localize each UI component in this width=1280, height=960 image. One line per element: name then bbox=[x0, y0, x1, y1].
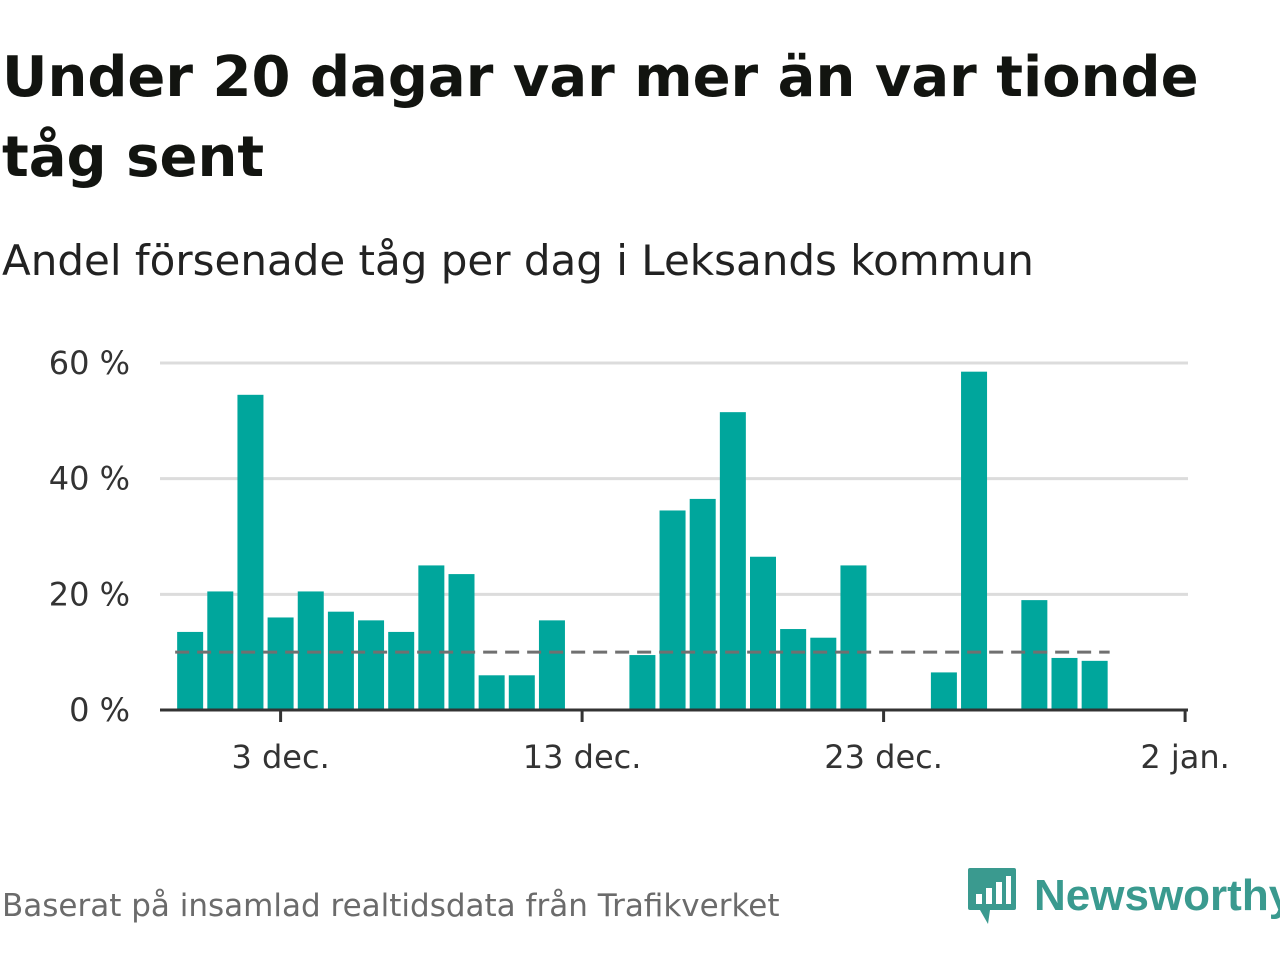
x-axis: 3 dec. 13 dec. 23 dec. 2 jan. bbox=[160, 708, 1230, 776]
bar bbox=[418, 565, 445, 710]
brand-logo: Newsworthy bbox=[966, 866, 1280, 926]
bar bbox=[358, 620, 385, 710]
bar bbox=[750, 556, 776, 710]
bar bbox=[448, 574, 475, 710]
bar bbox=[1081, 660, 1108, 710]
bar bbox=[719, 412, 746, 710]
y-tick-label: 20 % bbox=[49, 575, 130, 613]
bar bbox=[930, 672, 957, 710]
y-tick-label: 0 % bbox=[69, 691, 130, 729]
bar bbox=[629, 655, 656, 710]
source-note: Baserat på insamlad realtidsdata från Tr… bbox=[2, 888, 780, 924]
x-tick-label: 13 dec. bbox=[523, 738, 642, 776]
bar bbox=[780, 629, 807, 710]
y-tick-label: 40 % bbox=[49, 460, 130, 498]
bar bbox=[237, 394, 264, 710]
brand-name: Newsworthy bbox=[1034, 871, 1280, 920]
bar bbox=[659, 510, 686, 710]
bar bbox=[177, 631, 204, 710]
bar-chart: 0 % 20 % 40 % 60 % 3 dec. 13 dec. 23 dec. 2 ja… bbox=[49, 344, 1230, 776]
bar bbox=[388, 631, 415, 710]
bar bbox=[508, 675, 535, 710]
bar bbox=[961, 371, 988, 710]
x-tick-label: 3 dec. bbox=[231, 738, 329, 776]
y-tick-label: 60 % bbox=[49, 344, 130, 382]
newsworthy-chart-bubble-icon bbox=[968, 868, 1016, 924]
chart-subtitle: Andel försenade tåg per dag i Leksands k… bbox=[2, 236, 1034, 285]
bar bbox=[810, 637, 837, 710]
bar bbox=[840, 565, 867, 710]
x-tick-label: 23 dec. bbox=[824, 738, 943, 776]
bars bbox=[177, 371, 1108, 710]
y-axis-ticks: 0 % 20 % 40 % 60 % bbox=[49, 344, 130, 729]
bar bbox=[1021, 600, 1048, 710]
bar bbox=[538, 620, 565, 710]
x-tick-label: 2 jan. bbox=[1140, 738, 1229, 776]
bar bbox=[689, 498, 716, 710]
bar bbox=[327, 611, 354, 710]
bar bbox=[267, 617, 294, 710]
bar bbox=[1051, 657, 1078, 710]
bar bbox=[478, 675, 505, 710]
chart-title: Under 20 dagar var mer än var tionde tåg… bbox=[2, 45, 1199, 190]
